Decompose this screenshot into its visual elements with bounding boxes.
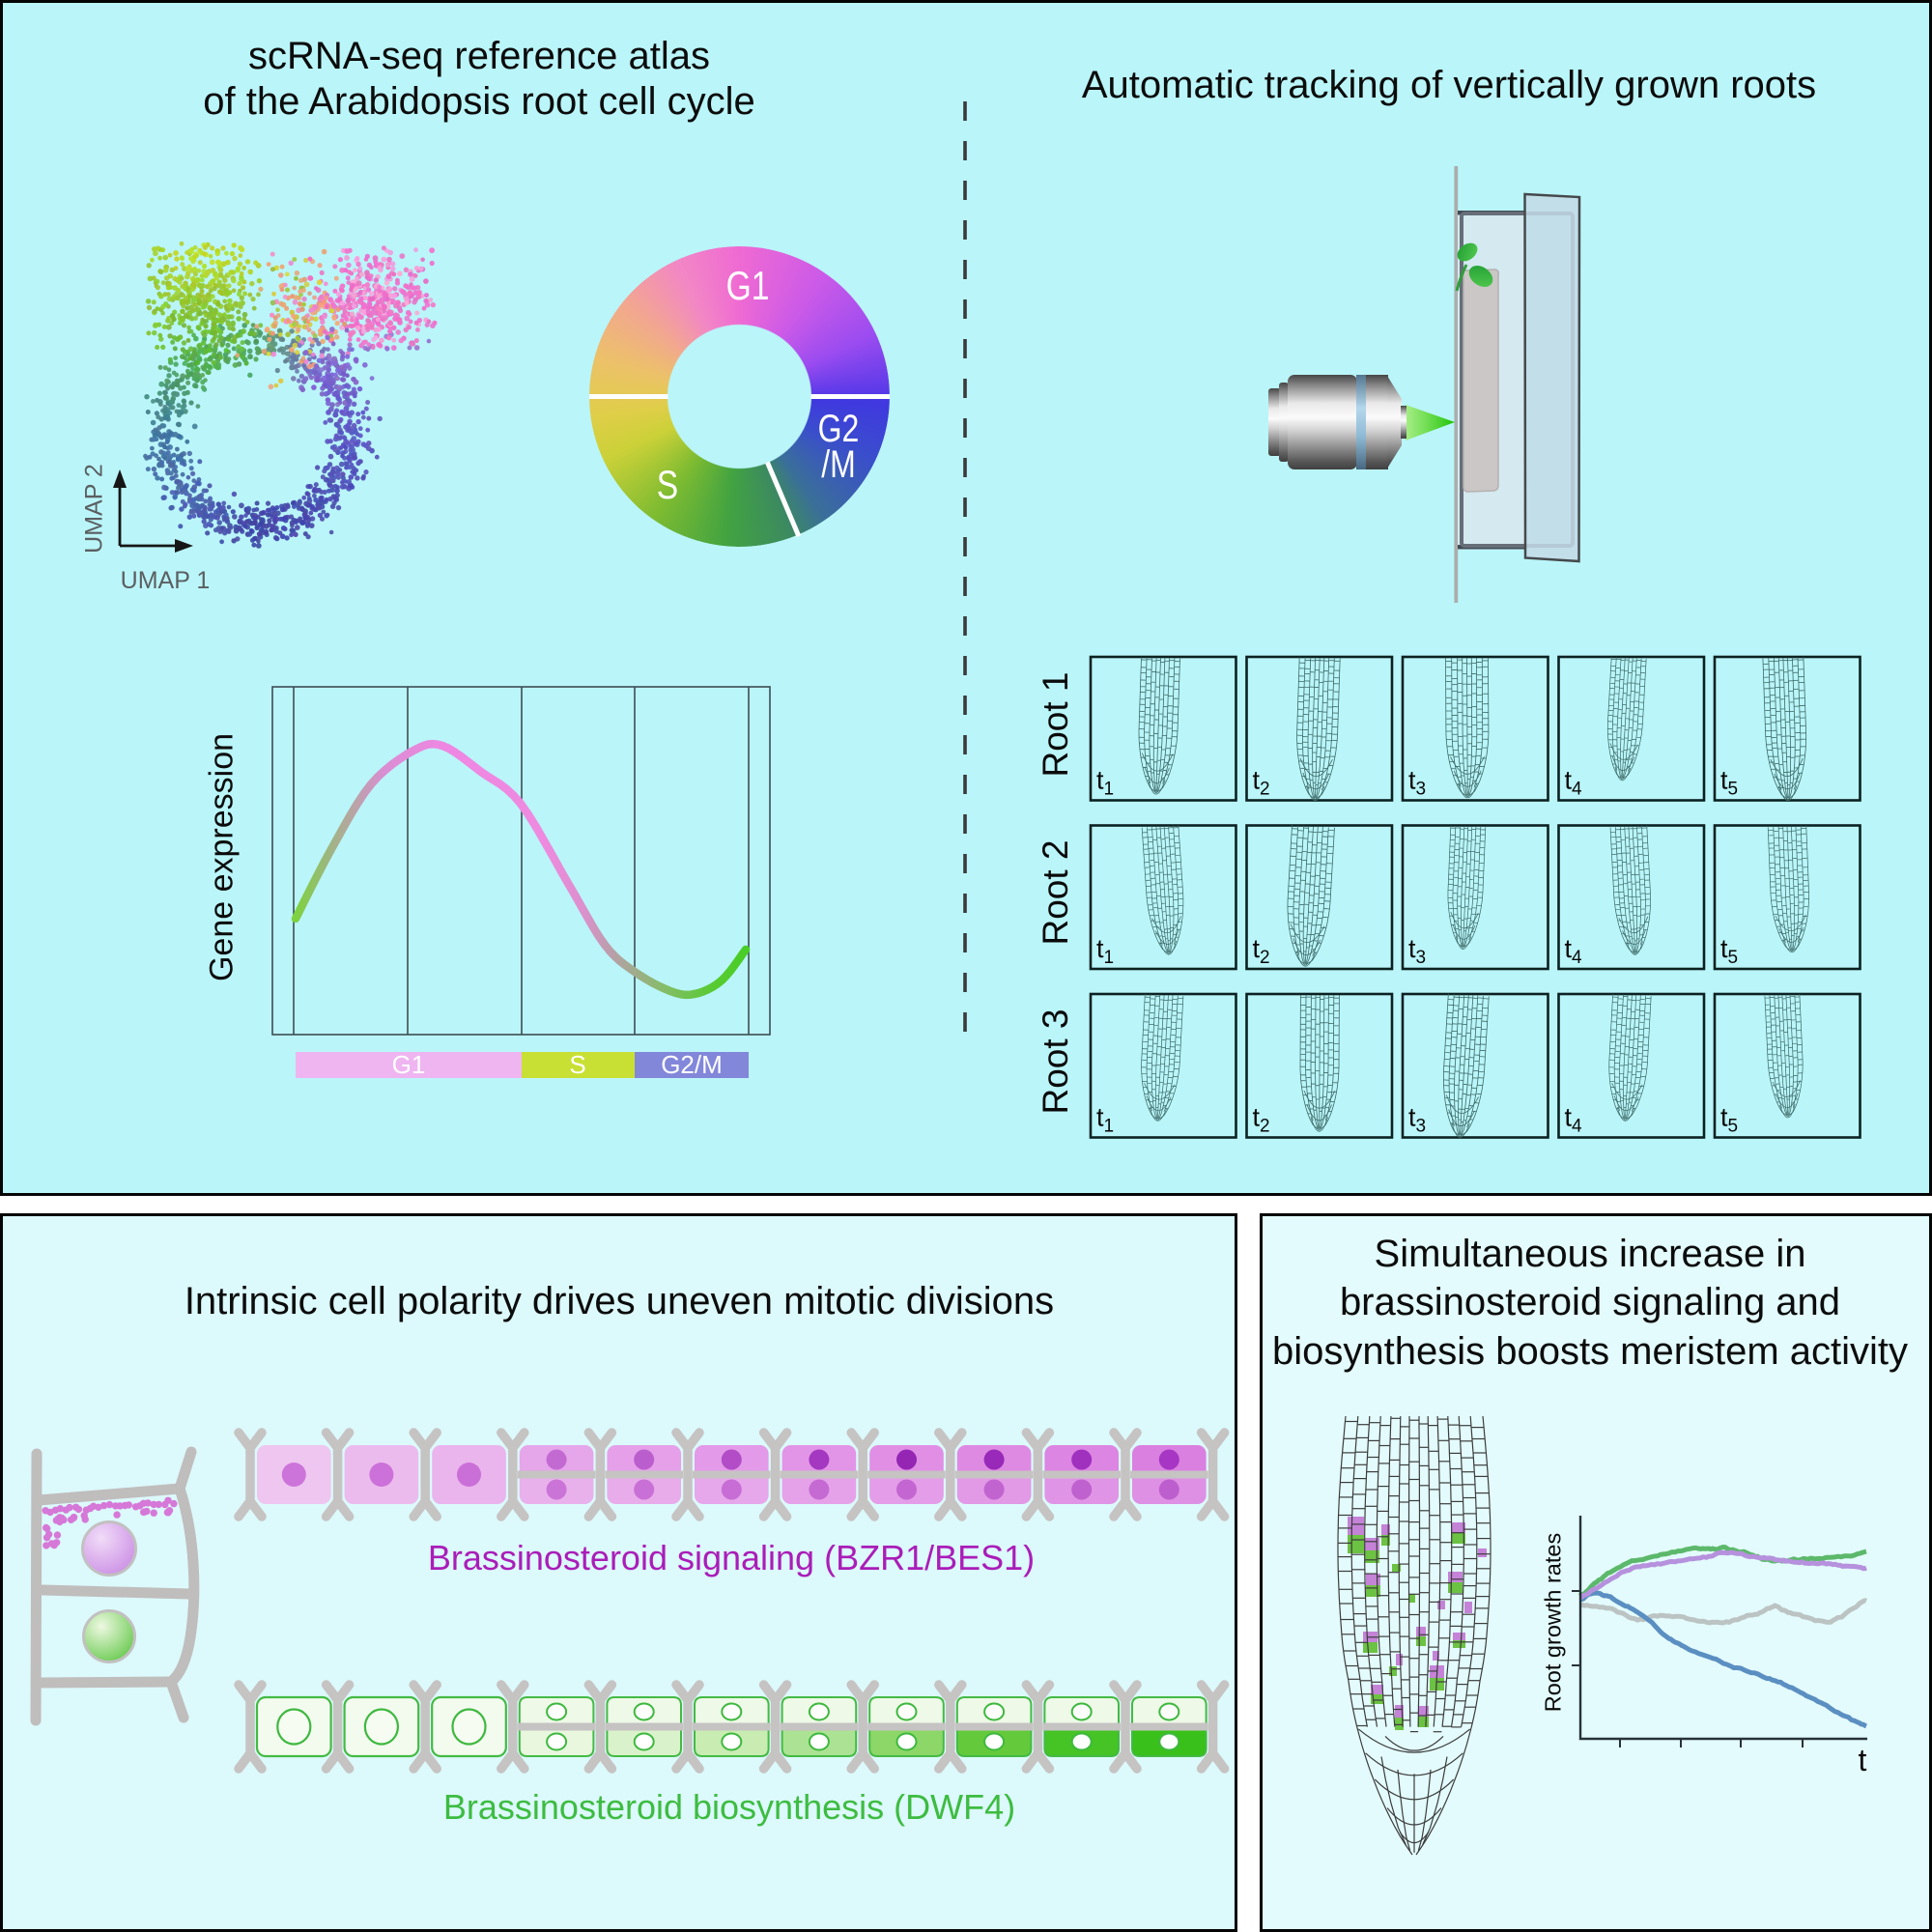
svg-text:t3: t3 [1408,934,1426,968]
svg-text:t4: t4 [1565,1103,1583,1137]
svg-text:t4: t4 [1565,766,1583,800]
svg-text:t2: t2 [1253,1103,1270,1137]
svg-text:t1: t1 [1096,766,1114,800]
svg-text:t5: t5 [1720,1103,1738,1137]
svg-text:t3: t3 [1408,766,1426,800]
svg-text:G2/M: G2/M [661,1050,723,1079]
svg-text:t2: t2 [1253,934,1270,968]
svg-text:G1: G1 [392,1050,426,1079]
svg-text:t: t [1859,1743,1867,1777]
svg-text:t4: t4 [1565,934,1583,968]
svg-text:t1: t1 [1096,934,1114,968]
svg-text:t3: t3 [1408,1103,1426,1137]
svg-text:t5: t5 [1720,766,1738,800]
svg-text:t2: t2 [1253,766,1270,800]
svg-text:t1: t1 [1096,1103,1114,1137]
svg-text:t5: t5 [1720,934,1738,968]
svg-text:S: S [569,1050,585,1079]
